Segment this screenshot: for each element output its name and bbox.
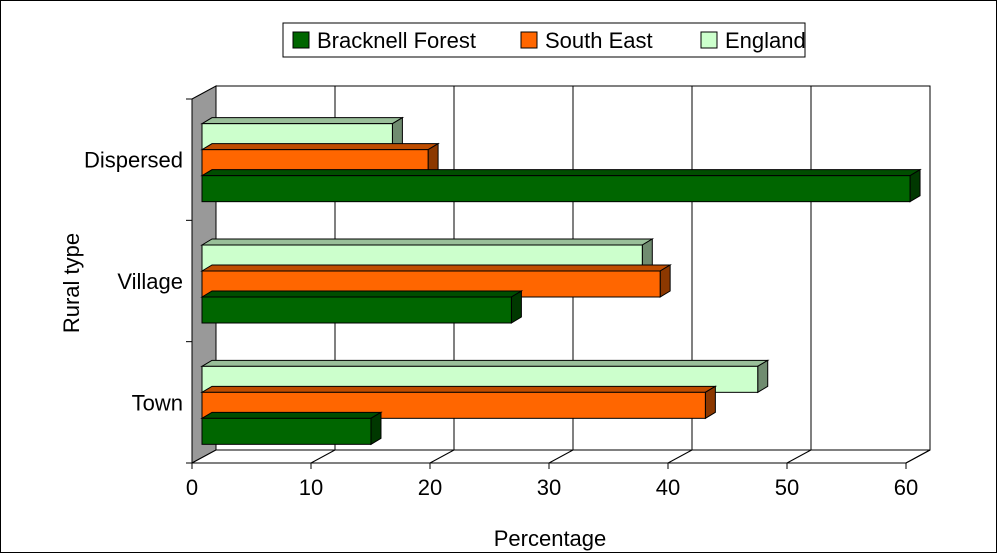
- floor-gridline: [667, 449, 693, 464]
- bar-side: [659, 264, 671, 298]
- bar-top: [200, 143, 440, 151]
- x-tick-label: 50: [775, 475, 799, 500]
- bar-side: [757, 359, 769, 394]
- x-tick-labels: 0 10 20 30 40 50 60: [186, 475, 918, 500]
- bar-front: [201, 296, 512, 324]
- legend-frame: [282, 22, 806, 58]
- floor-gridline: [429, 449, 455, 464]
- axes: [186, 98, 907, 469]
- bar-front: [201, 417, 372, 445]
- legend-label: South East: [545, 28, 653, 53]
- legend-swatch: [520, 31, 538, 49]
- x-tick-label: 20: [418, 475, 442, 500]
- category-label: Town: [132, 390, 183, 415]
- bar-top: [200, 169, 922, 177]
- x-tick-label: 0: [186, 475, 198, 500]
- floor-gridline: [310, 449, 336, 464]
- bar-top: [200, 359, 770, 367]
- floor-gridline: [786, 449, 812, 464]
- bar: [200, 411, 383, 446]
- floor-gridline: [548, 449, 574, 464]
- bar-side: [370, 411, 382, 446]
- category-label: Village: [117, 269, 183, 294]
- bar-front: [201, 175, 911, 203]
- category-labels: Dispersed Village Town: [84, 148, 183, 416]
- bar-top: [200, 385, 718, 393]
- x-tick-label: 30: [537, 475, 561, 500]
- bar: [200, 290, 524, 324]
- bar-side: [704, 385, 716, 420]
- legend-label: England: [725, 28, 806, 53]
- category-label: Dispersed: [84, 148, 183, 173]
- bar-top: [200, 264, 672, 272]
- bar-top: [200, 238, 655, 246]
- bar-top: [200, 290, 524, 298]
- x-tick-label: 40: [656, 475, 680, 500]
- bar: [200, 385, 718, 420]
- legend: Bracknell Forest South East England: [282, 22, 806, 58]
- bar: [200, 168, 922, 203]
- legend-swatch: [700, 31, 718, 49]
- bar-side: [510, 290, 522, 324]
- legend-swatch: [292, 31, 310, 49]
- bar-top: [200, 411, 383, 419]
- y-axis-label: Rural type: [59, 233, 84, 333]
- legend-label: Bracknell Forest: [317, 28, 476, 53]
- bars: [200, 116, 922, 446]
- x-axis-label: Percentage: [494, 526, 607, 551]
- floor-gridline: [905, 449, 931, 464]
- bar-top: [200, 117, 405, 125]
- x-tick-label: 60: [894, 475, 918, 500]
- x-tick-label: 10: [299, 475, 323, 500]
- bar-side: [909, 168, 921, 203]
